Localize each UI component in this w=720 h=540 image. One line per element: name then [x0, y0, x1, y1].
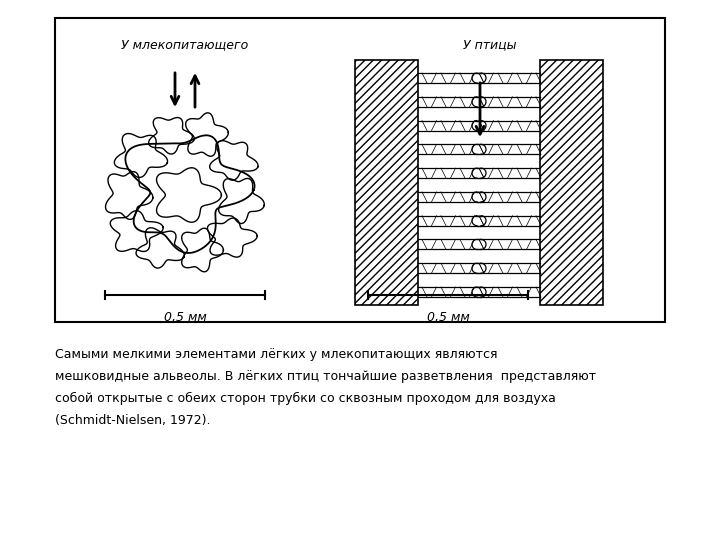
- Text: мешковидные альвеолы. В лёгких птиц тончайшие разветвления  представляют: мешковидные альвеолы. В лёгких птиц тонч…: [55, 370, 596, 383]
- Text: 0,5 мм: 0,5 мм: [163, 311, 207, 324]
- Text: Самыми мелкими элементами лёгких у млекопитающих являются: Самыми мелкими элементами лёгких у млеко…: [55, 348, 498, 361]
- Text: 0,5 мм: 0,5 мм: [427, 311, 469, 324]
- Bar: [55, 18, 665, 322]
- Bar: [540, 60, 603, 305]
- Text: (Schmidt-Nielsen, 1972).: (Schmidt-Nielsen, 1972).: [55, 414, 210, 427]
- Bar: [355, 60, 418, 305]
- Text: У птицы: У птицы: [463, 38, 517, 51]
- Text: собой открытые с обеих сторон трубки со сквозным проходом для воздуха: собой открытые с обеих сторон трубки со …: [55, 392, 556, 405]
- Text: У млекопитающего: У млекопитающего: [122, 38, 248, 51]
